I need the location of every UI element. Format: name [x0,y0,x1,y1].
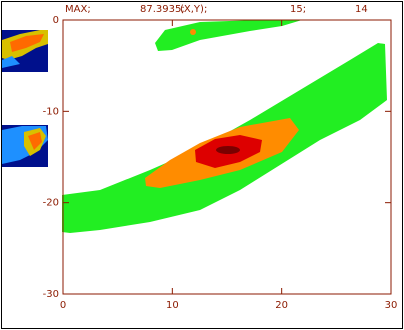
header-text: 15; [290,4,306,15]
thumbnail [2,30,48,72]
header-text: 14 [355,4,368,15]
thumbnail [2,125,48,167]
screenshot: MAX; 87.3935;(X,Y); 15; 14 0 10 20 30 0 -10 -20 -30 [0,0,404,330]
x-tick-label: 0 [60,300,66,311]
header-text: MAX; [65,4,91,15]
x-tick-label: 10 [166,300,179,311]
y-tick-label: -10 [43,106,59,117]
x-tick-label: 30 [385,300,398,311]
y-tick-label: -20 [43,198,59,209]
header-text: 87.3935; [140,4,185,15]
y-tick-label: -30 [43,289,59,300]
y-tick-label: 0 [53,15,59,26]
header-text: (X,Y); [180,4,207,15]
x-tick-label: 20 [275,300,288,311]
